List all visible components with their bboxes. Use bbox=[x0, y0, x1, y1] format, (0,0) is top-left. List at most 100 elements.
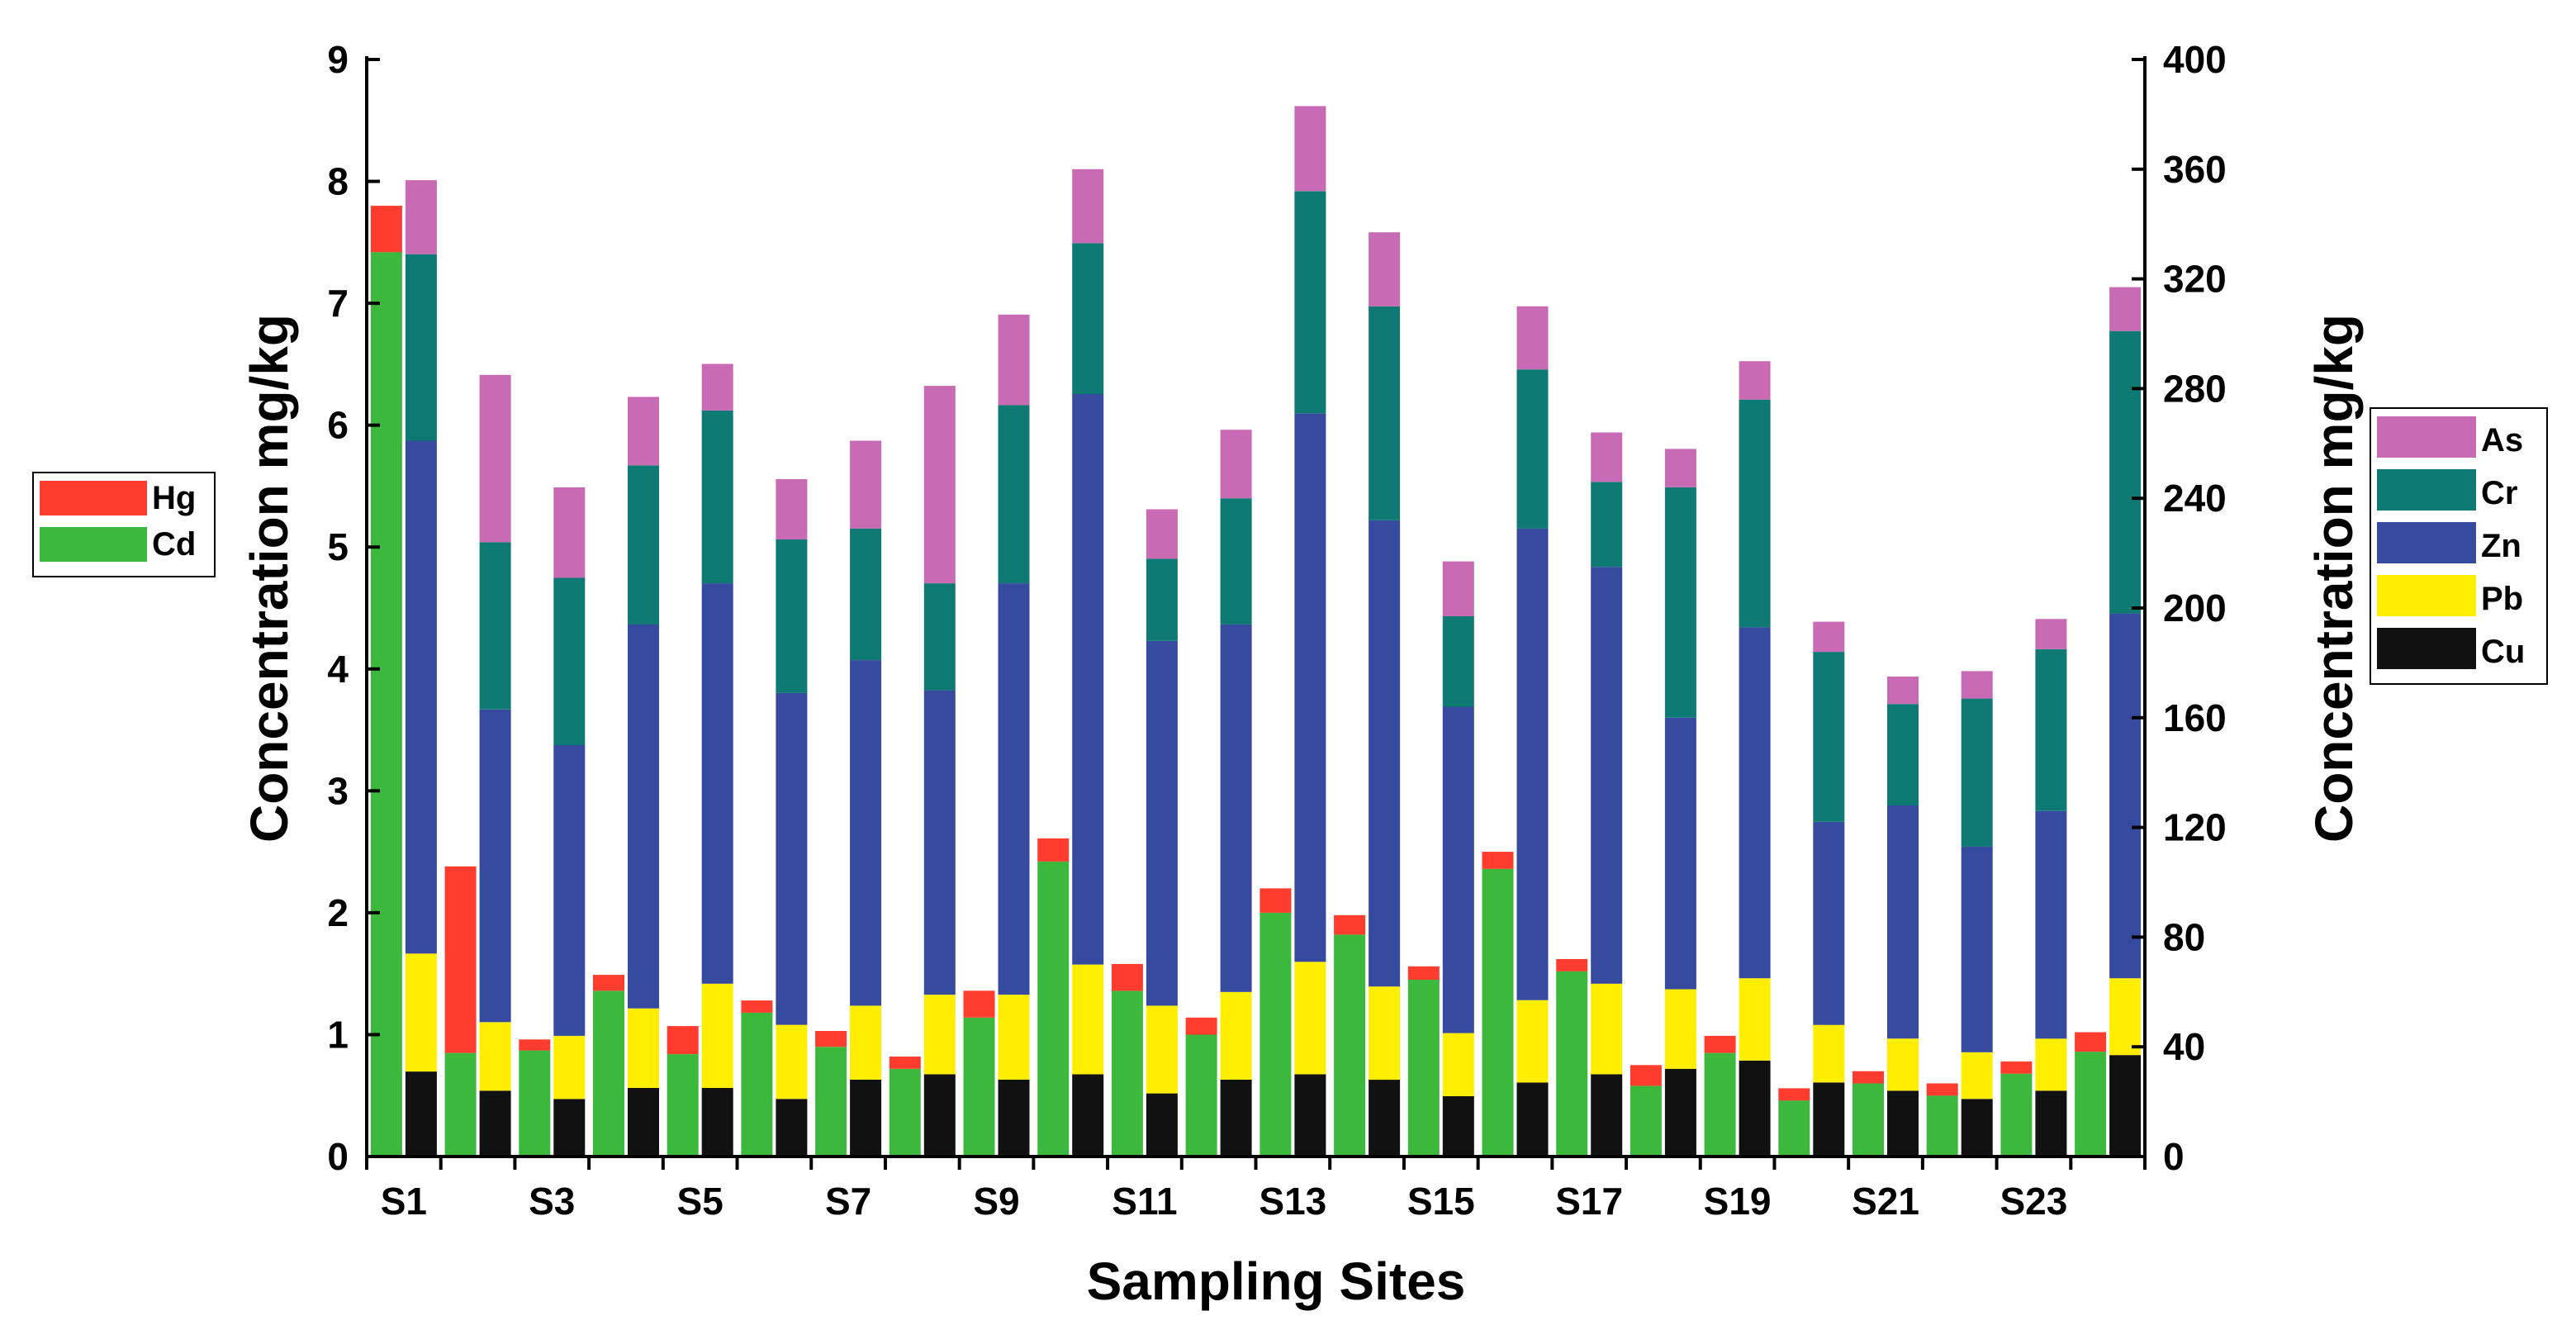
left-y-tick-label: 7 bbox=[327, 282, 349, 325]
right-y-axis-ticks: 0 40 80 120 160 200 240 280 320 360 400 bbox=[2132, 38, 2227, 1178]
x-tick-label: S13 bbox=[1259, 1180, 1326, 1223]
legend-label-as: As bbox=[2481, 422, 2523, 458]
bar-cr-s20 bbox=[1813, 652, 1845, 822]
bar-hg-s19 bbox=[1704, 1035, 1736, 1053]
bar-cd-s12 bbox=[1185, 1034, 1217, 1157]
bar-pb-s14 bbox=[1369, 986, 1401, 1081]
x-axis-title: Sampling Sites bbox=[1087, 1252, 1466, 1311]
bar-pb-s17 bbox=[1591, 983, 1623, 1075]
bar-pb-s16 bbox=[1516, 1000, 1549, 1083]
bar-as-s4 bbox=[628, 397, 659, 466]
bar-as-s2 bbox=[479, 374, 511, 543]
legend-right: As Cr Zn Pb Cu bbox=[2370, 407, 2548, 685]
bar-as-s11 bbox=[1146, 509, 1178, 559]
legend-label-hg: Hg bbox=[152, 480, 196, 516]
bar-cd-s5 bbox=[667, 1054, 699, 1157]
left-y-axis-title: Concentration mg/kg bbox=[240, 314, 299, 843]
bar-pb-s12 bbox=[1220, 991, 1252, 1080]
bar-cd-s8 bbox=[889, 1068, 921, 1157]
bar-cr-s15 bbox=[1442, 616, 1474, 707]
bar-as-s21 bbox=[1887, 677, 1919, 705]
bar-cd-s23 bbox=[2000, 1073, 2033, 1157]
bar-cr-s10 bbox=[1072, 243, 1104, 394]
bar-cu-s21 bbox=[1887, 1090, 1919, 1157]
bar-cu-s19 bbox=[1739, 1060, 1771, 1157]
bar-cd-s1 bbox=[370, 252, 402, 1157]
left-y-tick-label: 2 bbox=[327, 891, 349, 934]
legend-label-cu: Cu bbox=[2481, 634, 2525, 670]
bar-cd-s10 bbox=[1037, 861, 1070, 1157]
bar-cd-s22 bbox=[1926, 1095, 1958, 1157]
bar-as-s3 bbox=[553, 487, 586, 578]
bar-cr-s1 bbox=[405, 254, 437, 441]
bar-as-s13 bbox=[1294, 106, 1326, 192]
bar-zn-s1 bbox=[405, 440, 437, 954]
bar-cu-s1 bbox=[405, 1071, 437, 1157]
bar-zn-s12 bbox=[1220, 624, 1252, 992]
bar-zn-s13 bbox=[1294, 413, 1326, 962]
x-tick-label: S21 bbox=[1852, 1180, 1919, 1223]
bar-cu-s22 bbox=[1961, 1099, 1993, 1157]
legend-swatch-cd bbox=[40, 527, 147, 562]
legend-swatch-cu bbox=[2377, 628, 2476, 669]
bar-cu-s10 bbox=[1072, 1074, 1104, 1157]
bar-zn-s18 bbox=[1664, 717, 1696, 990]
bar-hg-s4 bbox=[593, 975, 624, 991]
right-y-tick-label: 400 bbox=[2163, 38, 2227, 81]
bar-cd-s20 bbox=[1778, 1100, 1810, 1157]
bar-pb-s10 bbox=[1072, 964, 1104, 1075]
x-tick-label: S9 bbox=[973, 1180, 1019, 1223]
bar-zn-s4 bbox=[628, 624, 659, 1009]
bar-zn-s19 bbox=[1739, 627, 1771, 979]
x-tick-label: S1 bbox=[381, 1180, 427, 1223]
bar-cu-s8 bbox=[923, 1074, 956, 1157]
bar-pb-s21 bbox=[1887, 1038, 1919, 1091]
bar-hg-s9 bbox=[963, 990, 995, 1018]
bar-zn-s6 bbox=[776, 692, 808, 1025]
left-y-tick-label: 0 bbox=[327, 1135, 349, 1178]
bar-zn-s8 bbox=[923, 690, 956, 995]
bar-cr-s8 bbox=[923, 583, 956, 691]
left-y-axis-ticks: 0 1 2 3 4 5 6 7 8 9 bbox=[327, 38, 380, 1178]
bar-pb-s9 bbox=[998, 995, 1030, 1080]
bar-zn-s22 bbox=[1961, 846, 1993, 1052]
bar-as-s18 bbox=[1664, 449, 1696, 487]
bar-cd-s11 bbox=[1111, 990, 1143, 1157]
bar-as-s5 bbox=[701, 363, 733, 411]
bar-zn-s24 bbox=[2109, 613, 2142, 979]
bar-as-s1 bbox=[405, 180, 437, 254]
right-y-tick-label: 0 bbox=[2163, 1135, 2185, 1178]
bar-cd-s24 bbox=[2075, 1052, 2107, 1157]
legend-label-zn: Zn bbox=[2481, 528, 2521, 564]
bar-zn-s11 bbox=[1146, 640, 1178, 1006]
right-y-tick-label: 80 bbox=[2163, 915, 2205, 958]
bar-zn-s2 bbox=[479, 709, 511, 1023]
bar-cr-s4 bbox=[628, 465, 659, 625]
bar-cu-s6 bbox=[776, 1099, 808, 1157]
bar-as-s24 bbox=[2109, 287, 2142, 331]
bar-cu-s9 bbox=[998, 1080, 1030, 1157]
bar-pb-s4 bbox=[628, 1008, 659, 1088]
bar-cd-s9 bbox=[963, 1017, 995, 1157]
right-y-tick-label: 160 bbox=[2163, 696, 2227, 739]
bar-as-s22 bbox=[1961, 671, 1993, 699]
bars-group bbox=[370, 106, 2142, 1157]
bar-as-s16 bbox=[1516, 306, 1549, 370]
bar-hg-s23 bbox=[2000, 1061, 2033, 1074]
legend-swatch-pb bbox=[2377, 575, 2476, 616]
bar-cr-s22 bbox=[1961, 698, 1993, 847]
bar-hg-s13 bbox=[1260, 888, 1292, 913]
bar-cu-s23 bbox=[2035, 1090, 2067, 1157]
bar-cu-s14 bbox=[1369, 1080, 1401, 1157]
bar-cu-s4 bbox=[628, 1088, 659, 1157]
right-y-tick-label: 240 bbox=[2163, 477, 2227, 520]
bar-cu-s16 bbox=[1516, 1082, 1549, 1157]
bar-as-s10 bbox=[1072, 169, 1104, 244]
bar-cd-s2 bbox=[444, 1052, 477, 1157]
bar-hg-s6 bbox=[741, 1000, 773, 1013]
left-y-tick-label: 6 bbox=[327, 404, 349, 447]
bar-zn-s5 bbox=[701, 583, 733, 984]
bar-hg-s12 bbox=[1185, 1017, 1217, 1035]
x-tick-label: S17 bbox=[1555, 1180, 1623, 1223]
bar-zn-s7 bbox=[850, 660, 882, 1006]
